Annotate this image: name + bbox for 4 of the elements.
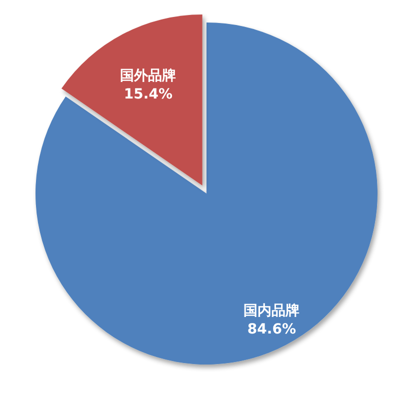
slice-label: 国外品牌 [120, 68, 176, 84]
data-label: 15.4% [124, 86, 173, 103]
data-label: 84.6% [247, 322, 296, 338]
slice-label: 国内品牌 [244, 302, 300, 319]
